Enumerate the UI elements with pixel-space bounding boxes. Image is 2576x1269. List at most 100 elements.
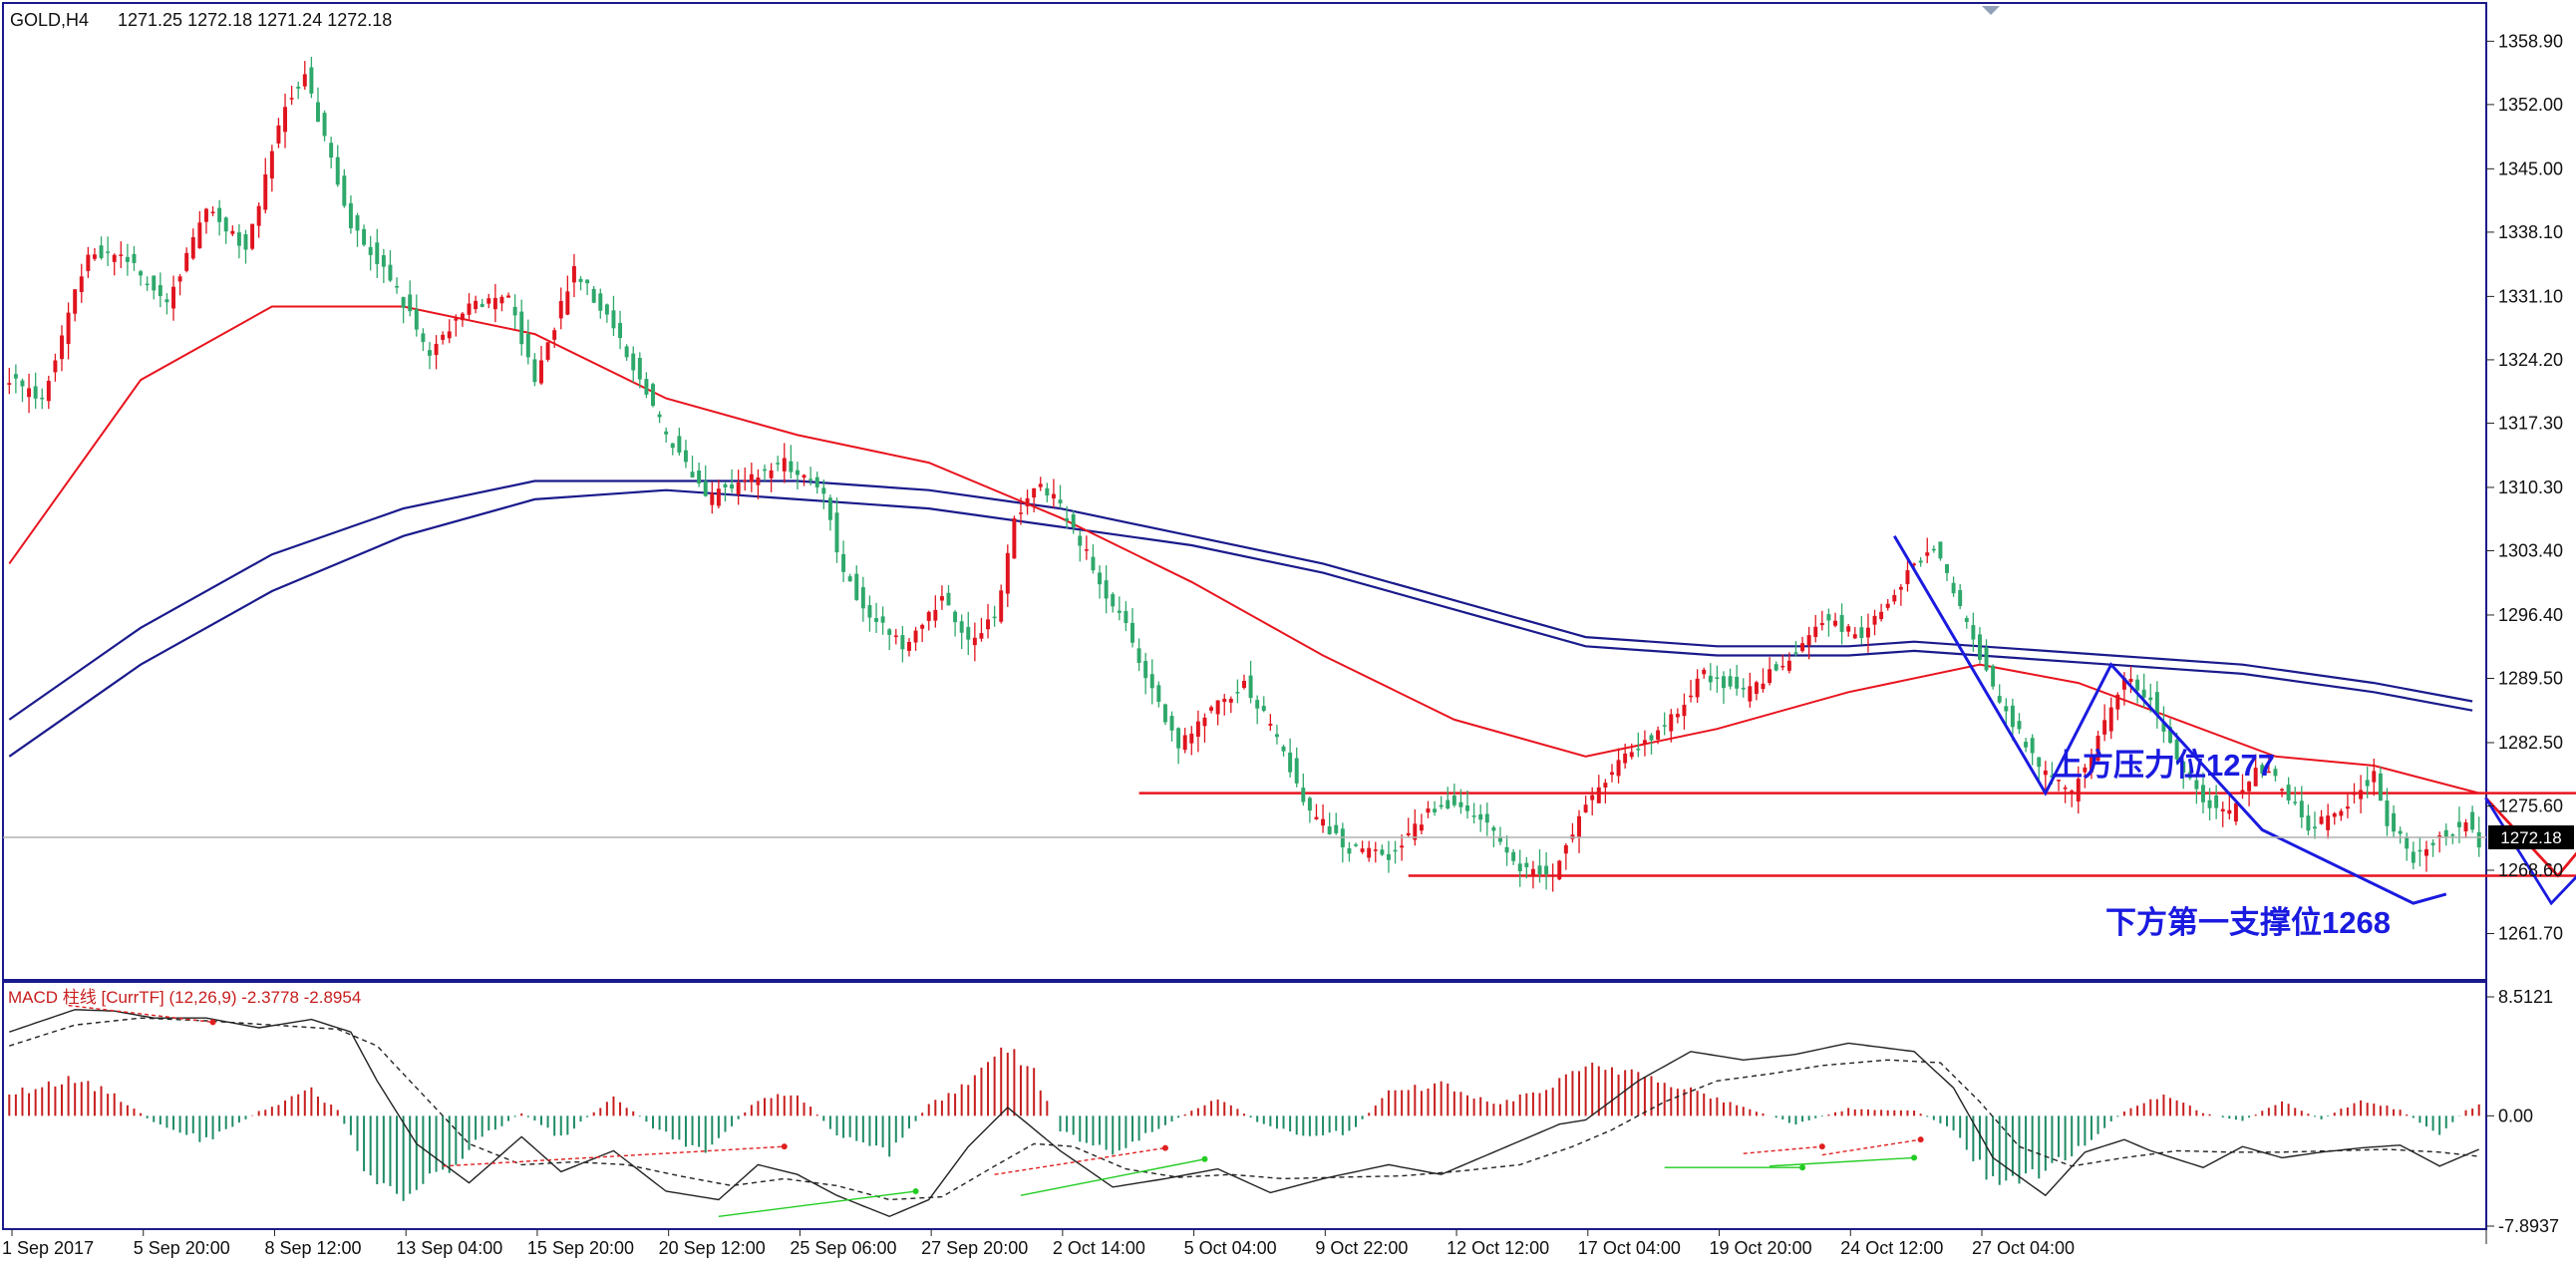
candle-body [1413,823,1418,840]
candle-body [2476,831,2481,848]
candle-body [1577,815,1582,838]
divergence-line [68,1004,213,1024]
price-tick-label: 1275.60 [2498,796,2563,816]
candle-body [1806,635,1811,646]
candle-body [381,255,386,267]
divergence-line [1020,1158,1205,1196]
candle-body [880,616,885,623]
divergence-marker [209,1019,216,1026]
candle-body [112,254,117,262]
candle-body [1642,740,1647,744]
candle-body [53,360,58,373]
candle-body [1255,700,1260,709]
candle-body [2004,706,2009,712]
candle-body [289,98,294,100]
macd-main-line [9,1009,2479,1218]
candle-body [1603,783,1608,788]
price-tick-label: 1289.50 [2498,668,2563,688]
zigzag-line [1893,534,2447,905]
candle-body [1715,677,1720,679]
candle-body [1149,674,1154,689]
candle-body [697,470,702,484]
time-tick-label: 13 Sep 04:00 [396,1238,502,1258]
candle-body [1111,594,1116,607]
candle-body [1019,512,1023,514]
candle-body [1918,560,1923,563]
candle-body [1294,758,1299,784]
candle-body [2128,678,2133,682]
candle-body [177,276,182,282]
candle-body [441,334,446,340]
candle-body [1813,626,1818,637]
candle-body [2148,697,2153,701]
time-tick-label: 1 Sep 2017 [2,1238,94,1258]
candle-body [296,86,301,89]
candle-body [217,207,222,222]
candle-body [1065,518,1070,521]
candle-body [1728,676,1733,687]
candle-body [2057,780,2061,782]
macd-tick-label: -7.8937 [2498,1216,2559,1236]
support-label: 下方第一支撑位1268 [2105,905,2391,940]
candle-body [1609,772,1614,776]
candle-body [2313,826,2317,829]
candle-body [1735,676,1740,689]
candle-body [2417,849,2422,852]
macd-divergence-lines [68,1004,1924,1217]
chart-shift-marker-icon[interactable] [1982,6,2000,15]
candle-body [1058,499,1063,503]
candle-body [203,208,208,222]
candle-body [2293,801,2298,803]
price-tick-label: 1261.70 [2498,924,2563,944]
candle-body [1471,815,1476,817]
candle-body [598,293,603,311]
time-tick-label: 12 Oct 12:00 [1447,1238,1549,1258]
time-tick-label: 15 Sep 20:00 [527,1238,634,1258]
candle-body [1439,804,1444,807]
candle-body [2200,785,2205,802]
candle-body [1426,808,1431,813]
candle-body [664,431,669,435]
candle-body [1662,725,1667,727]
candle-body [1458,801,1463,807]
candle-body [2450,834,2455,836]
candle-body [66,312,71,345]
candle-body [2076,779,2081,802]
candle-body [1977,634,1982,660]
candle-body [1722,676,1726,689]
candle-body [2463,821,2468,831]
candle-body [1793,652,1798,654]
candle-body [611,310,616,329]
candle-body [1859,627,1864,639]
candle-body [1012,517,1017,559]
candle-body [860,587,865,609]
candle-body [1484,813,1489,823]
candle-body [421,333,426,343]
candle-body [145,283,150,286]
candle-body [1879,611,1884,620]
candle-body [1649,735,1654,741]
candle-body [13,374,18,379]
candle-body [1321,818,1326,826]
candle-body [2187,772,2192,779]
candle-body [1248,675,1253,699]
candle-body [651,384,655,407]
candle-body [428,350,432,356]
candle-body [401,296,406,308]
candle-body [1334,824,1339,833]
divergence-marker [1818,1143,1825,1150]
candle-body [1307,797,1312,811]
candle-body [1045,487,1050,495]
candle-body [2398,830,2403,834]
candle-body [1228,699,1233,703]
candle-body [906,641,911,651]
candle-body [1005,552,1010,594]
ma-slow-upper-line [8,479,2473,721]
divergence-marker [1161,1144,1168,1151]
candle-body [874,618,879,622]
divergence-line [1743,1145,1822,1154]
candle-body [730,484,735,489]
candle-body [243,234,248,250]
candle-body [525,333,530,358]
